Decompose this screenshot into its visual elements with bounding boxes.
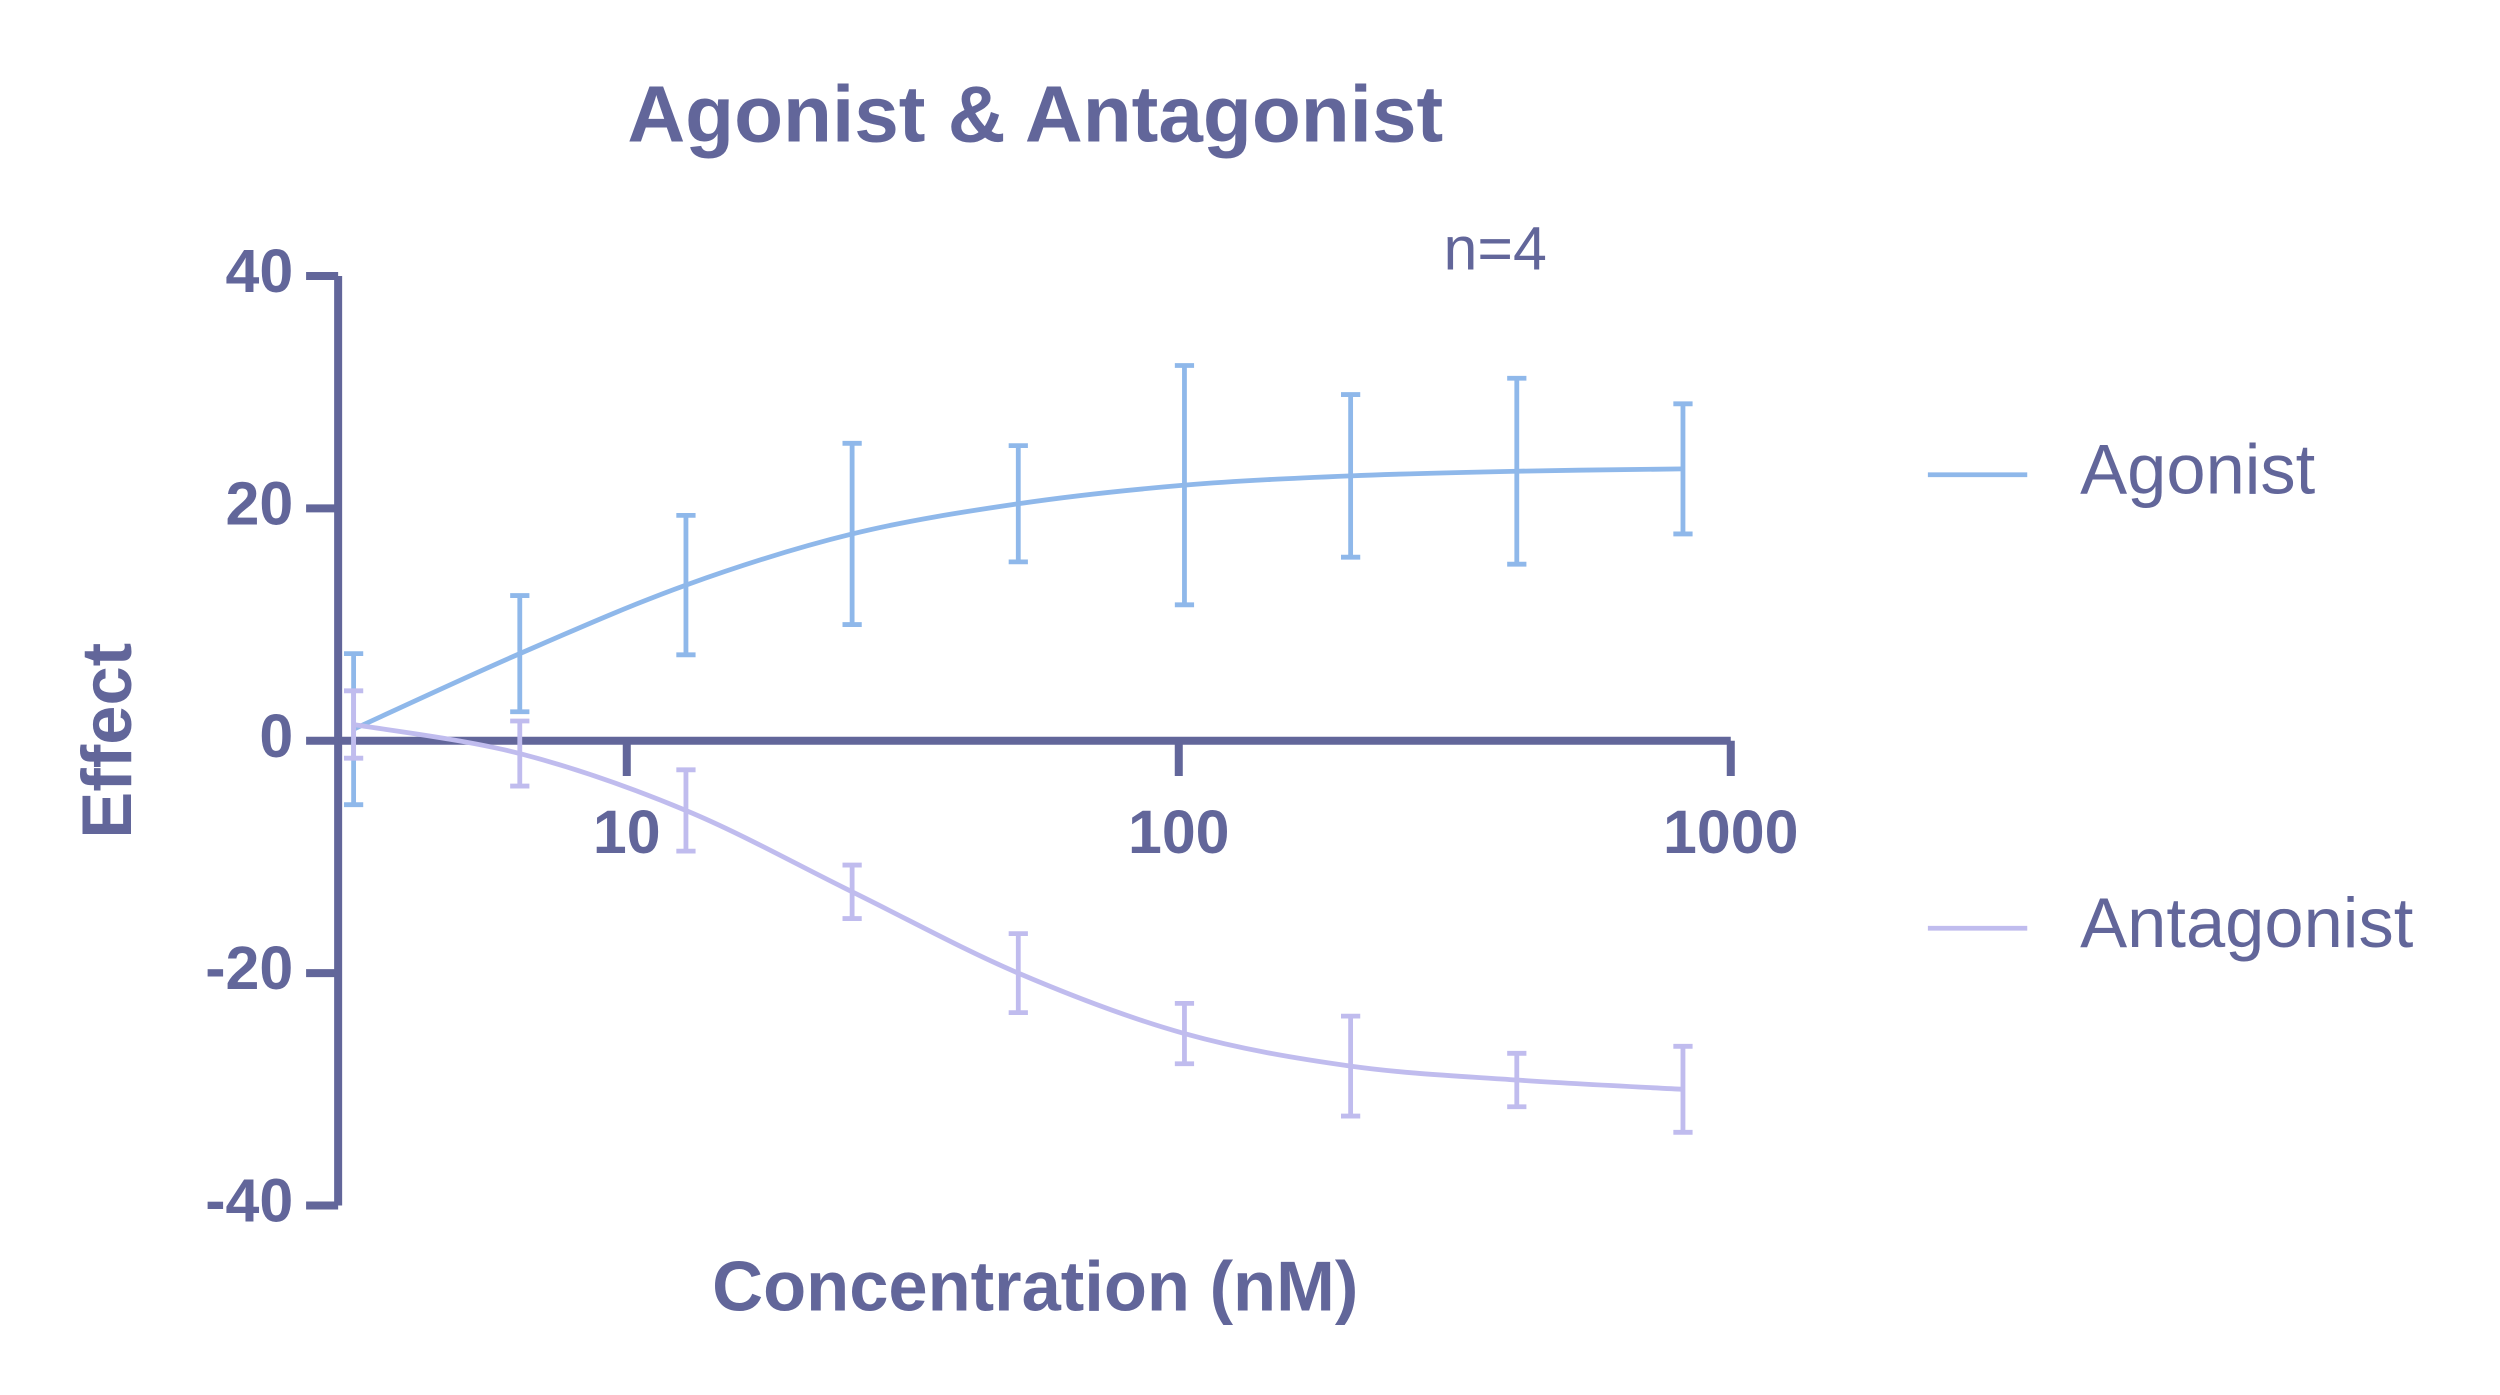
legend-label: Agonist — [2080, 429, 2316, 508]
annotation: n=4 — [1444, 215, 1547, 283]
series-line — [352, 466, 1683, 732]
chart-title: Agonist & Antagonist — [627, 69, 1443, 159]
y-tick-label: 20 — [226, 469, 294, 537]
y-tick-label: -40 — [205, 1167, 293, 1235]
series-line — [353, 722, 1684, 1092]
legend-label: Antagonist — [2080, 883, 2414, 962]
x-tick-label: 10 — [593, 798, 661, 866]
x-tick-label: 100 — [1128, 798, 1230, 866]
y-tick-label: 0 — [259, 702, 293, 770]
y-tick-label: 40 — [226, 237, 294, 305]
y-axis-label: Effect — [67, 643, 146, 839]
x-tick-label: 1000 — [1663, 798, 1798, 866]
x-axis-label: Concentration (nM) — [712, 1247, 1358, 1326]
y-tick-label: -20 — [205, 934, 293, 1002]
